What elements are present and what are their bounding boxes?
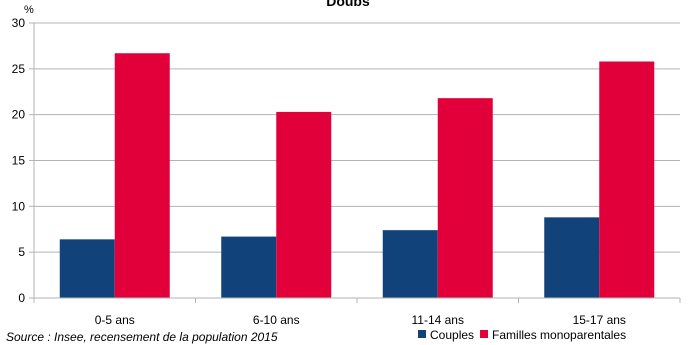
axes (29, 22, 681, 303)
x-tick-label: 0-5 ans (95, 313, 135, 327)
legend: Couples Familles monoparentales (418, 328, 626, 342)
y-tick-labels: 0 5 10 15 20 25 30 (12, 16, 26, 305)
y-tick-label: 15 (12, 154, 26, 168)
x-tick-label: 15-17 ans (573, 313, 626, 327)
bar-couples-3 (382, 230, 438, 298)
bars (59, 53, 655, 299)
y-tick-label: 0 (18, 291, 25, 305)
y-tick-label: 30 (12, 16, 26, 30)
legend-label-couples: Couples (430, 328, 474, 342)
x-tick-label: 6-10 ans (253, 313, 300, 327)
x-tick-label: 11-14 ans (412, 313, 464, 327)
chart-title: Doubs (326, 0, 370, 9)
y-axis-unit: % (24, 4, 34, 16)
bar-couples-4 (544, 217, 600, 298)
bar-familles-monoparentales-1 (114, 53, 170, 298)
y-tick-label: 20 (12, 108, 26, 122)
bar-couples-2 (221, 236, 277, 298)
legend-swatch-familles-monoparentales (480, 330, 489, 338)
source-note: Source : Insee, recensement de la popula… (6, 330, 278, 344)
y-tick-label: 5 (18, 245, 25, 259)
y-tick-label: 10 (12, 199, 26, 213)
bar-familles-monoparentales-2 (276, 111, 332, 299)
legend-swatch-couples (418, 330, 426, 338)
legend-label-familles-monoparentales: Familles monoparentales (492, 328, 626, 342)
bar-couples-1 (59, 239, 115, 298)
y-tick-label: 25 (12, 62, 26, 76)
x-tick-labels: 0-5 ans 6-10 ans 11-14 ans 15-17 ans (95, 313, 626, 327)
bar-familles-monoparentales-4 (599, 61, 655, 298)
bar-familles-monoparentales-3 (437, 98, 493, 299)
